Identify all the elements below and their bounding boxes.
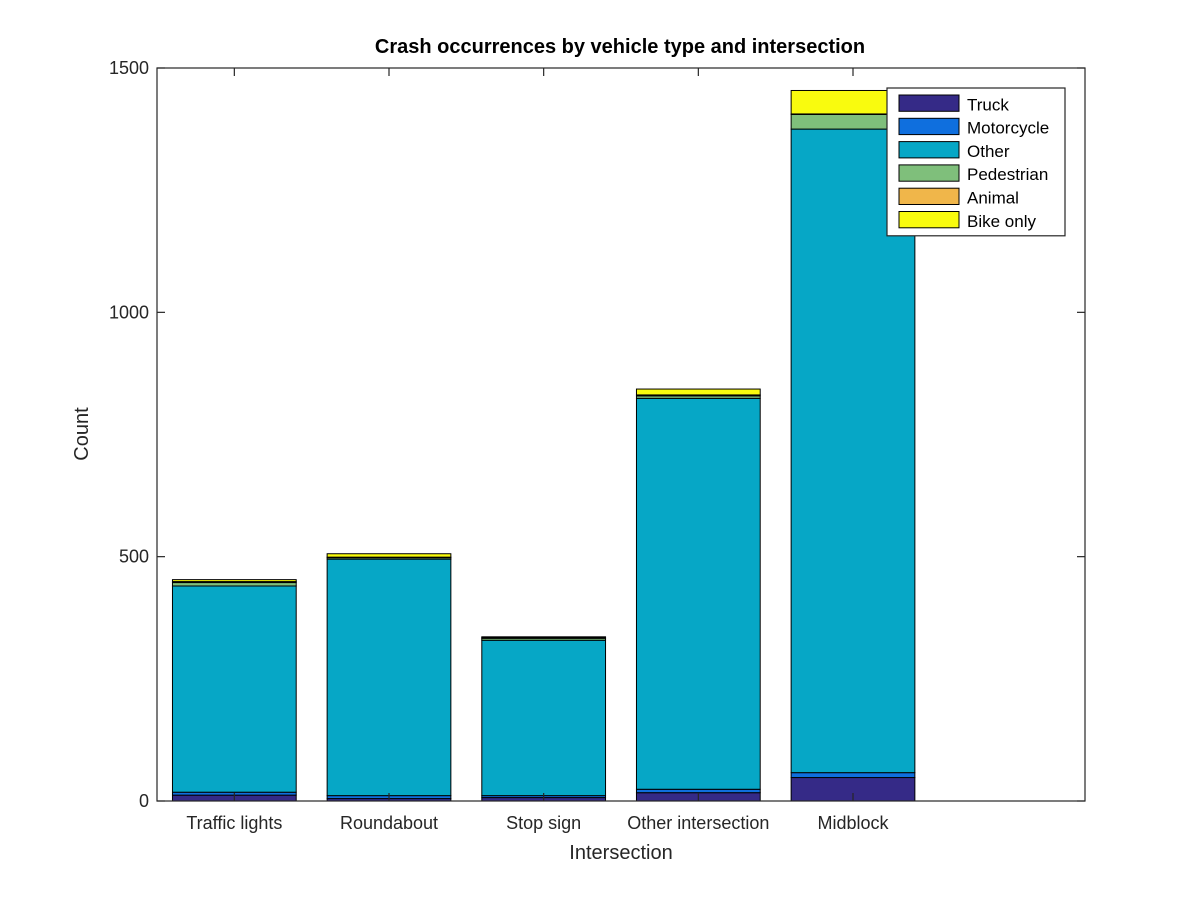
legend-swatch-truck — [898, 94, 960, 112]
bar-segment-other — [481, 639, 607, 797]
bars-layer — [171, 89, 916, 802]
legend-swatch-bike-only — [898, 211, 960, 229]
legend-label-truck: Truck — [967, 95, 1009, 114]
x-tick-label: Midblock — [817, 813, 889, 833]
legend-label-bike-only: Bike only — [967, 212, 1036, 231]
x-axis-label: Intersection — [569, 842, 672, 864]
legend-swatch-animal — [898, 187, 960, 205]
legend-label-pedestrian: Pedestrian — [967, 165, 1048, 184]
bar-segment-bike-only — [481, 636, 607, 639]
bar-segment-other — [171, 585, 297, 793]
y-tick-label: 1000 — [109, 302, 149, 322]
legend: Truck Motorcycle Other Pedestrian Animal Bike… — [886, 87, 1066, 237]
bar-segment-pedestrian — [171, 582, 297, 587]
plot-frame — [156, 67, 1086, 802]
x-tick-label: Other intersection — [627, 813, 769, 833]
bar-segment-motorcycle — [635, 788, 761, 794]
y-axis-label: Count — [71, 407, 93, 461]
x-axis: Traffic lights Roundabout Stop sign Other i… — [186, 68, 890, 833]
x-tick-label: Stop sign — [506, 813, 581, 833]
legend-swatch-other — [898, 141, 960, 159]
bar-segment-motorcycle — [790, 772, 916, 779]
y-tick-label: 0 — [139, 791, 149, 811]
x-tick-label: Traffic lights — [186, 813, 282, 833]
y-tick-label: 1500 — [109, 58, 149, 78]
legend-label-animal: Animal — [967, 189, 1019, 208]
legend-swatch-pedestrian — [898, 164, 960, 182]
legend-label-other: Other — [967, 142, 1010, 161]
y-tick-label: 500 — [119, 547, 149, 567]
bar-segment-other — [326, 558, 452, 797]
legend-label-motorcycle: Motorcycle — [967, 119, 1049, 138]
x-tick-label: Roundabout — [340, 813, 438, 833]
bar-segment-other — [635, 397, 761, 790]
bar-segment-bike-only — [635, 388, 761, 396]
legend-swatch-motorcycle — [898, 117, 960, 136]
bar-segment-bike-only — [326, 553, 452, 558]
chart-title: Crash occurrences by vehicle type and in… — [375, 36, 865, 58]
bar-segment-bike-only — [171, 579, 297, 583]
